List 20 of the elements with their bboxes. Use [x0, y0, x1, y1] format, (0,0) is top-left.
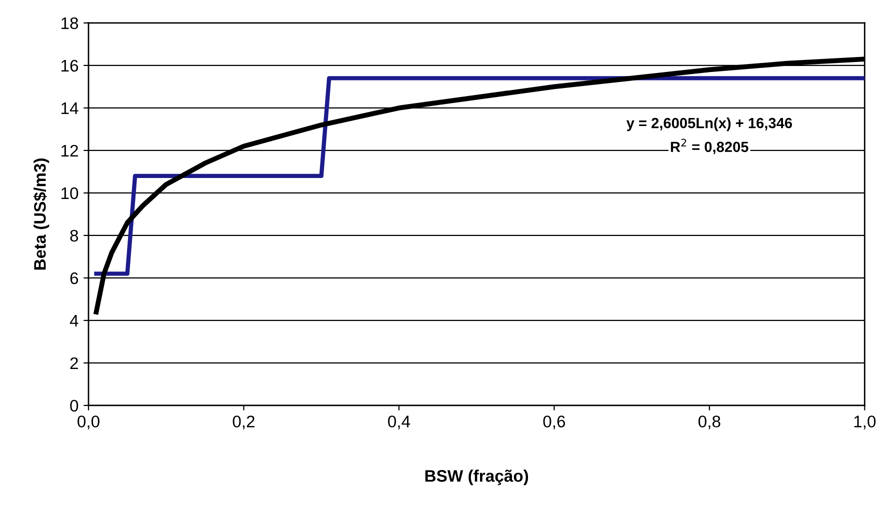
- y-tick-label: 14: [62, 102, 78, 114]
- annotation: y = 2,6005Ln(x) + 16,346: [626, 118, 792, 132]
- x-axis-title: BSW (fração): [425, 470, 528, 486]
- annotation: R$^{2}$ = 0,8205: [670, 138, 748, 154]
- x-tick-label: 0,0: [78, 416, 100, 430]
- y-tick-label: 16: [62, 60, 78, 72]
- y-tick-label: 6: [70, 272, 78, 284]
- y-tick-label: 8: [70, 230, 78, 242]
- y-axis-title: Beta (US$/m3): [33, 158, 50, 270]
- y-tick-label: 10: [62, 187, 78, 200]
- y-tick-label: 4: [70, 315, 78, 326]
- y-tick-label: 0: [70, 400, 78, 412]
- x-tick-label: 0,4: [388, 416, 410, 430]
- x-tick-label: 1,0: [854, 416, 876, 430]
- x-tick-label: 0,2: [232, 416, 254, 430]
- x-tick-label: 0,6: [543, 416, 566, 430]
- y-tick-label: 18: [62, 17, 78, 30]
- y-tick-label: 2: [70, 357, 78, 369]
- x-tick-label: 0,8: [698, 416, 720, 430]
- y-tick-label: 12: [62, 144, 78, 156]
